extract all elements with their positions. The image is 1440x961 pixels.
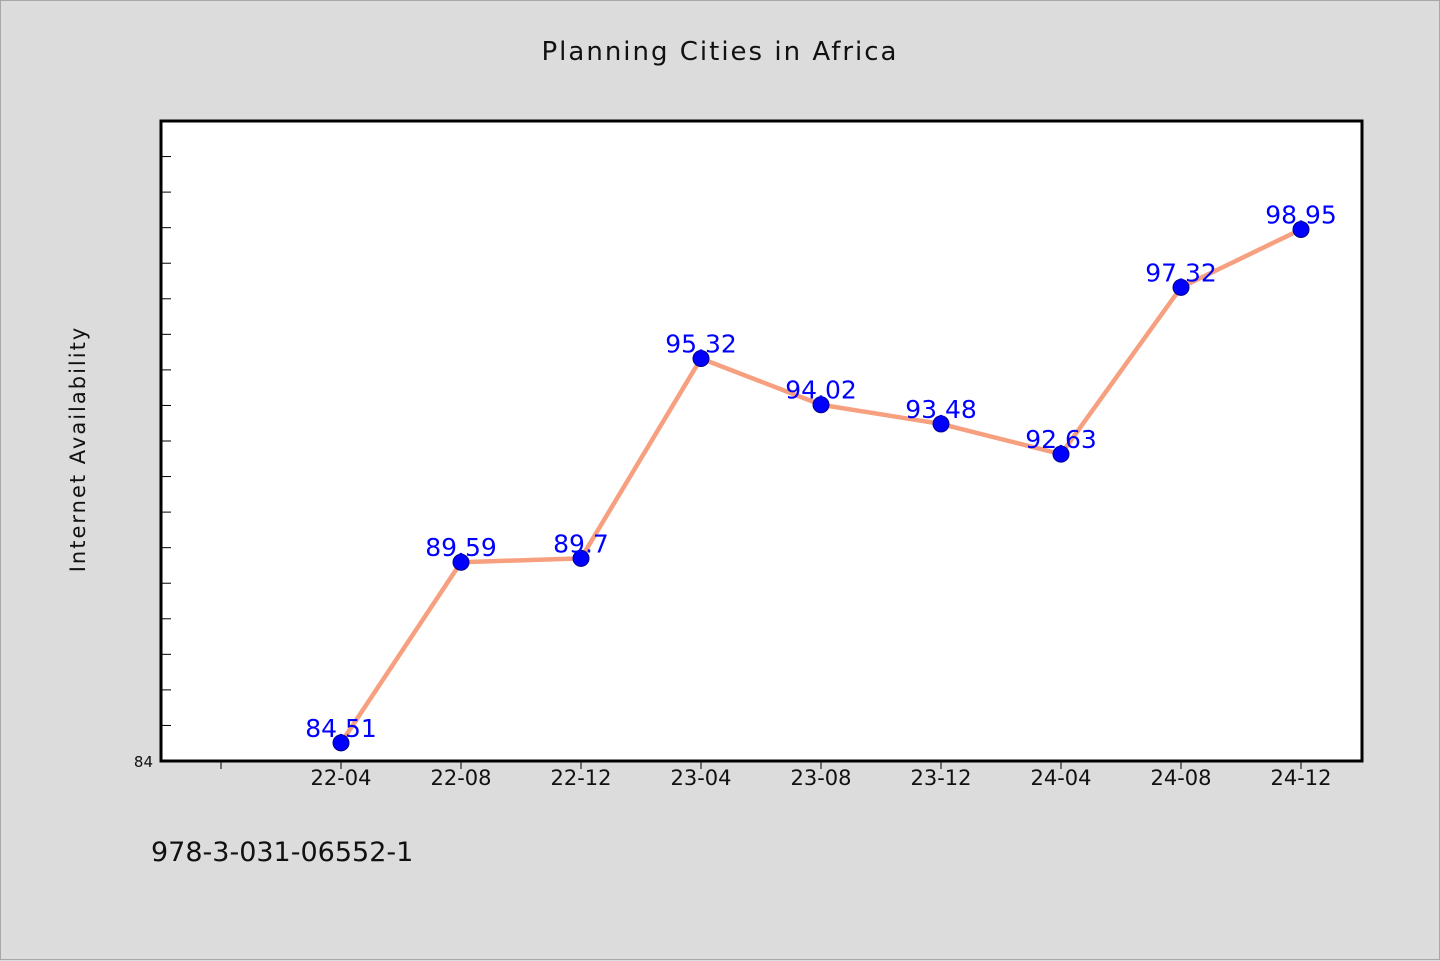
data-label: 95.32 [665, 330, 737, 359]
data-label: 94.02 [785, 376, 857, 405]
footer-code: 978-3-031-06552-1 [151, 837, 414, 868]
plot-frame [159, 119, 1364, 763]
data-point [692, 350, 710, 368]
x-tick-label: 23-04 [670, 766, 731, 790]
data-label: 92.63 [1025, 425, 1097, 454]
data-point [572, 549, 590, 567]
y-axis-label: Internet Availability [66, 325, 90, 573]
x-tick-label: 22-04 [310, 766, 371, 790]
data-label: 98.95 [1265, 200, 1337, 229]
data-point [452, 553, 470, 571]
data-label: 93.48 [905, 395, 977, 424]
data-point [332, 734, 350, 752]
x-tick-label: 24-04 [1030, 766, 1091, 790]
data-point [1172, 278, 1190, 296]
x-tick-label: 24-12 [1270, 766, 1331, 790]
x-tick-label: 23-12 [910, 766, 971, 790]
x-tick-label: 24-08 [1150, 766, 1211, 790]
data-point [1292, 220, 1310, 238]
plot-area [161, 121, 1362, 761]
data-point [1052, 445, 1070, 463]
data-label: 84.51 [305, 714, 377, 743]
x-tick-label: 22-12 [550, 766, 611, 790]
data-point [812, 396, 830, 414]
data-label: 89.59 [425, 533, 497, 562]
x-tick-label: 22-08 [430, 766, 491, 790]
data-label: 89.7 [553, 529, 609, 558]
y-tick-label: 84 [134, 753, 153, 771]
x-tick-label: 23-08 [790, 766, 851, 790]
chart-title: Planning Cities in Africa [541, 37, 899, 67]
data-label: 97.32 [1145, 258, 1217, 287]
data-point [932, 415, 950, 433]
